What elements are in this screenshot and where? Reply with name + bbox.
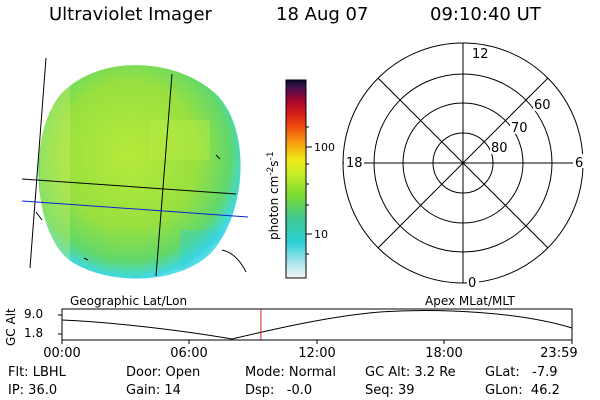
- altitude-curve: [61, 310, 573, 340]
- longitude-line: [29, 57, 47, 269]
- glat-value: GLat: -7.9: [485, 365, 558, 380]
- latitude-line: [21, 178, 237, 195]
- strip-x-tick: 18:00: [425, 346, 463, 361]
- mode-value: Mode: Normal: [245, 365, 336, 380]
- altitude-strip: [58, 308, 573, 344]
- strip-x-tick: 23:59: [540, 346, 578, 361]
- seq-value: Seq: 39: [365, 383, 415, 398]
- mlt-label-0: 0: [468, 276, 476, 291]
- strip-title-left: Geographic Lat/Lon: [70, 294, 188, 308]
- colorbar: 100 10 photon cm-2s-1: [266, 79, 335, 279]
- mlat-label-70: 70: [511, 121, 528, 136]
- door-value: Door: Open: [126, 365, 201, 380]
- strip-y-min: 1.8: [24, 326, 44, 340]
- strip-title-right: Apex MLat/MLT: [425, 294, 515, 308]
- date-label: 18 Aug 07: [276, 4, 369, 25]
- dsp-value: Dsp: -0.0: [245, 383, 313, 398]
- equator-line: [21, 200, 249, 218]
- strip-x-tick: 00:00: [43, 346, 81, 361]
- strip-y-max: 9.0: [24, 307, 44, 321]
- uv-earth-image: [21, 57, 249, 279]
- mlt-label-12: 12: [472, 47, 489, 62]
- filter-value: Flt: LBHL: [8, 365, 66, 380]
- polar-diagonal: [377, 77, 549, 249]
- strip-frame: [61, 308, 573, 341]
- colorbar-tick-10: 10: [314, 228, 328, 241]
- polar-labels: 12 18 6 0 60 70 80: [344, 46, 585, 291]
- polar-plot: [342, 42, 584, 284]
- glon-value: GLon: 46.2: [485, 383, 560, 398]
- colorbar-unit-label: photon cm-2s-1: [266, 151, 281, 240]
- gain-value: Gain: 14: [126, 383, 181, 398]
- mlt-label-6: 6: [575, 156, 583, 171]
- colorbar-tick-100: 100: [314, 141, 335, 154]
- mlt-label-18: 18: [346, 156, 363, 171]
- earth-disk: [38, 65, 241, 279]
- strip-x-tick: 06:00: [170, 346, 208, 361]
- gc-alt-value: GC Alt: 3.2 Re: [365, 365, 456, 380]
- strip-x-tick: 12:00: [298, 346, 336, 361]
- coastline: [35, 154, 247, 273]
- longitude-line: [155, 73, 173, 277]
- instrument-title: Ultraviolet Imager: [49, 4, 212, 25]
- ip-value: IP: 36.0: [8, 383, 58, 398]
- colorbar-gradient: [285, 79, 307, 279]
- mlat-label-60: 60: [534, 98, 551, 113]
- strip-axis-label: GC Alt: [4, 308, 18, 346]
- mlat-label-80: 80: [491, 141, 508, 156]
- time-label: 09:10:40 UT: [430, 4, 541, 25]
